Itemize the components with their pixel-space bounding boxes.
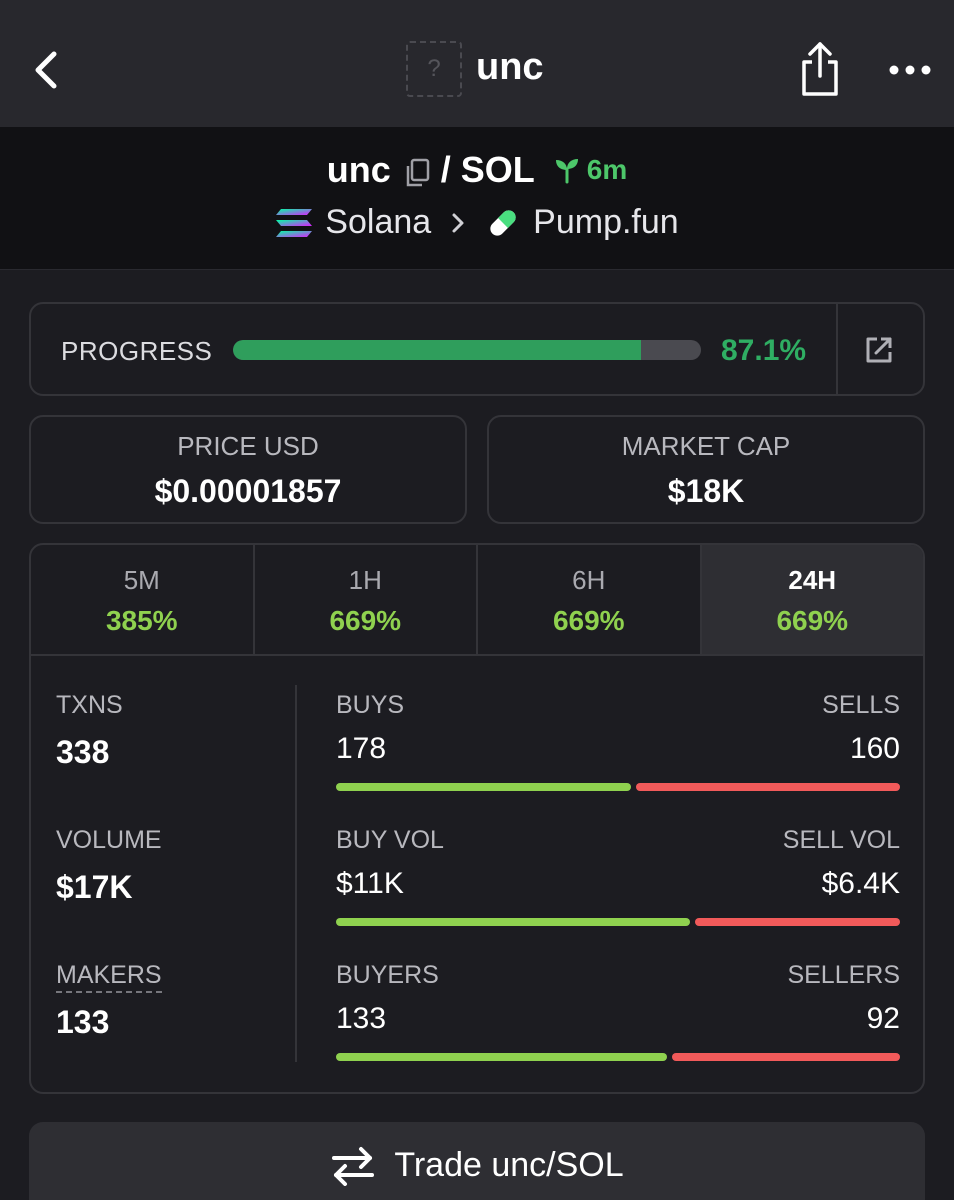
progress-bar-fill [233,340,641,360]
trade-button[interactable]: Trade unc/SOL [29,1122,925,1200]
sell-vol-bar-segment [694,918,900,926]
tab-label: 1H [348,565,382,595]
buyers-sellers-bar [336,1053,900,1061]
pair-separator: / [440,149,451,190]
progress-divider [836,304,838,394]
sells-value: 160 [849,732,900,765]
buys-sells-ratio: BUYS SELLS 178 160 [336,691,900,791]
makers-label[interactable]: MAKERS [56,961,162,993]
buys-sells-bar [336,783,900,791]
logo-placeholder-text: ? [427,55,441,82]
sellers-bar-segment [671,1053,900,1061]
tab-24h[interactable]: 24H 669% [701,545,923,654]
bonding-progress-card: PROGRESS 87.1% [29,302,925,396]
price-usd-card: PRICE USD $0.00001857 [29,415,467,524]
chain-name[interactable]: Solana [325,203,432,241]
txns-value: 338 [56,734,110,770]
tab-label: 5M [123,565,160,595]
tab-change: 669% [552,605,625,636]
token-logo-placeholder-icon: ? [406,41,462,97]
tab-change: 669% [776,605,849,636]
sellers-label: SELLERS [787,961,900,989]
progress-bar [233,340,701,360]
market-cap-card: MARKET CAP $18K [487,415,925,524]
progress-label: PROGRESS [61,336,213,366]
market-cap-value: $18K [667,473,745,509]
timeframe-stats-card: 5M 385% 1H 669% 6H 669% 24H 669% TXNS 33… [29,543,925,1094]
txns-label: TXNS [56,691,123,719]
buys-bar-segment [336,783,631,791]
buy-sell-volume-ratio: BUY VOL SELL VOL $11K $6.4K [336,826,900,926]
buyers-value: 133 [336,1002,387,1035]
buy-vol-value: $11K [336,867,404,900]
page-title: unc [476,46,544,88]
volume-label: VOLUME [56,826,162,854]
sell-vol-value: $6.4K [821,867,900,900]
solana-logo-icon [276,208,313,237]
sellers-value: 92 [866,1002,900,1035]
trade-button-label: Trade unc/SOL [394,1146,624,1184]
chain-breadcrumb: Solana Pump.fun [0,203,954,242]
seedling-icon [555,159,578,184]
quote-token-symbol: SOL [460,149,535,190]
tab-label: 24H [788,565,837,595]
buy-vol-bar-segment [336,918,690,926]
price-usd-value: $0.00001857 [154,473,342,509]
pair-age: 6m [586,154,628,185]
pair-header: unc / SOL 6m Solana [0,127,954,270]
back-icon[interactable] [28,48,68,92]
buyers-bar-segment [336,1053,667,1061]
sells-bar-segment [635,783,900,791]
share-icon[interactable] [798,40,842,98]
stats-divider [295,685,297,1062]
more-options-icon[interactable] [888,60,932,80]
top-bar: ? unc [0,0,954,127]
buys-value: 178 [336,732,387,765]
makers-stat: MAKERS 133 [56,961,162,1041]
tab-label: 6H [572,565,606,595]
external-link-icon[interactable] [863,334,895,366]
buyers-sellers-ratio: BUYERS SELLERS 133 92 [336,961,900,1061]
progress-value: 87.1% [721,334,807,367]
base-token-symbol: unc [326,149,391,190]
buys-label: BUYS [336,691,405,719]
volume-stat: VOLUME $17K [56,826,162,906]
dex-name[interactable]: Pump.fun [533,203,679,241]
pair-line: unc / SOL 6m [0,149,954,191]
makers-value: 133 [56,1004,110,1040]
tab-5m[interactable]: 5M 385% [31,545,255,654]
price-usd-label: PRICE USD [177,431,319,461]
tab-change: 669% [329,605,402,636]
buyers-label: BUYERS [336,961,439,989]
tab-1h[interactable]: 1H 669% [255,545,478,654]
timeframe-tabs: 5M 385% 1H 669% 6H 669% 24H 669% [31,545,923,656]
volume-value: $17K [56,869,133,905]
market-cap-label: MARKET CAP [621,431,791,461]
txns-stat: TXNS 338 [56,691,123,771]
tab-change: 385% [105,605,178,636]
chevron-right-icon [452,213,464,232]
sells-label: SELLS [822,691,900,719]
swap-arrows-icon [332,1147,375,1186]
pair-age-badge: 6m [553,154,627,186]
buy-vol-label: BUY VOL [336,826,444,854]
tab-6h[interactable]: 6H 669% [478,545,702,654]
buy-sell-volume-bar [336,918,900,926]
sell-vol-label: SELL VOL [782,826,900,854]
copy-icon[interactable] [403,155,431,187]
pill-icon [490,209,516,236]
